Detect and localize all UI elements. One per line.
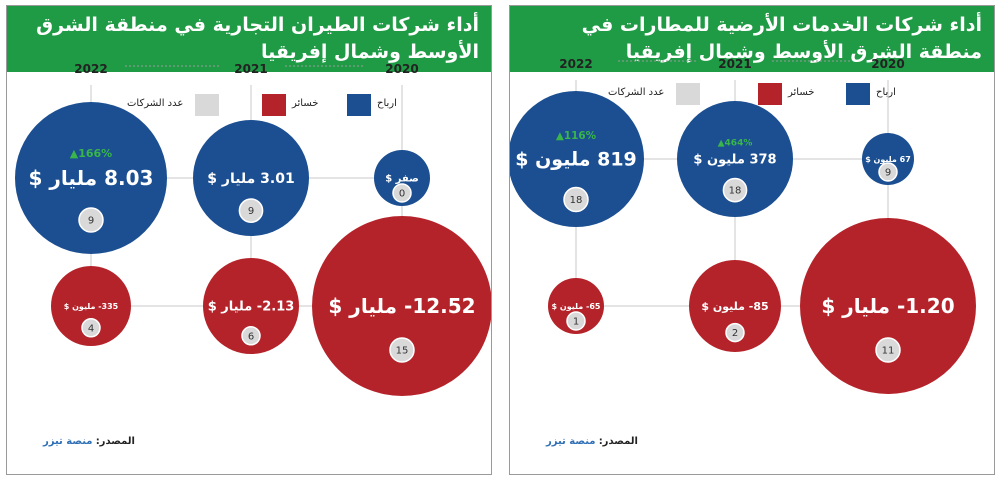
airlines-panel-title: أداء شركات الطيران التجارية في منطقة الش… [7, 6, 491, 72]
profit-label: 67 مليون $ [865, 155, 911, 164]
growth-label: ▲116% [556, 130, 597, 142]
legend-losses-label: خسائر [788, 87, 815, 98]
source-value[interactable]: منصة تيزر [43, 436, 93, 447]
companies-count-label: 2 [732, 328, 738, 339]
profit-bubble [193, 120, 309, 236]
companies-count-label: 15 [396, 346, 409, 357]
loss-bubble [312, 216, 491, 396]
loss-label: 335- مليون $ [64, 302, 119, 311]
profit-label: 3.01 مليار $ [207, 171, 294, 187]
profit-bubble [15, 102, 167, 254]
year-label: 2021 [718, 57, 751, 71]
companies-count-badge [875, 337, 901, 363]
companies-count-badge [566, 311, 586, 331]
loss-bubble [51, 266, 131, 346]
legend-losses-swatch [262, 94, 286, 116]
legend-profits-label: ارباح [876, 87, 896, 98]
companies-count-badge [78, 207, 104, 233]
legend-profits-swatch [347, 94, 371, 116]
loss-label: 85- مليون $ [701, 300, 768, 313]
profit-bubble [374, 150, 430, 206]
companies-count-label: 9 [248, 206, 254, 217]
legend-companies-swatch [195, 94, 219, 116]
loss-label: 1.20- مليار $ [821, 294, 954, 318]
airlines-bubble-chart: 2020 2021 2022 صفر $ 0 3.01 مليار $ 9 8.03 مليا… [15, 62, 491, 396]
profit-label: 8.03 مليار $ [29, 166, 154, 190]
companies-count-badge [563, 186, 589, 213]
profit-label: 819 مليون $ [515, 149, 637, 171]
legend-losses-label: خسائر [292, 98, 319, 109]
profit-bubble [677, 101, 793, 217]
companies-count-badge [722, 177, 748, 203]
legend-profits: ارباح [347, 94, 417, 116]
airlines-panel: أداء شركات الطيران التجارية في منطقة الش… [6, 5, 492, 475]
companies-count-badge [878, 162, 898, 182]
year-label: 2020 [385, 62, 418, 76]
companies-count-badge [238, 198, 264, 223]
profit-label: 378 مليون $ [693, 153, 776, 168]
loss-label: 12.52- مليار $ [328, 294, 475, 318]
ground-services-panel-title: أداء شركات الخدمات الأرضية للمطارات في م… [510, 6, 994, 72]
companies-count-label: 4 [88, 323, 94, 334]
companies-count-badge [241, 326, 261, 346]
legend-profits: ارباح [846, 83, 916, 105]
ground-services-panel: أداء شركات الخدمات الأرضية للمطارات في م… [509, 5, 995, 475]
bubble-group: 2020 2021 2022 صفر $ 0 3.01 مليار $ 9 8.03 مليا… [15, 62, 491, 396]
companies-count-label: 9 [885, 168, 891, 179]
legend-companies: عدد الشركات [608, 83, 718, 105]
companies-count-label: 1 [573, 317, 579, 328]
profit-bubble [862, 133, 914, 185]
companies-count-label: 18 [570, 195, 583, 206]
loss-bubble [689, 260, 781, 352]
growth-label: ▲464% [718, 138, 753, 148]
legend-companies-label: عدد الشركات [127, 98, 184, 109]
year-label: 2022 [559, 57, 592, 71]
year-label: 2020 [871, 57, 904, 71]
source-value[interactable]: منصة تيزر [546, 436, 596, 447]
legend-losses: خسائر [758, 83, 838, 105]
companies-count-badge [81, 318, 101, 338]
airlines-source: المصدر: منصة تيزر [43, 436, 135, 447]
legend-losses-swatch [758, 83, 782, 105]
growth-label: ▲166% [70, 147, 112, 160]
year-label: 2022 [74, 62, 107, 76]
source-label: المصدر: [95, 436, 135, 447]
loss-bubble [800, 218, 976, 394]
source-label: المصدر: [598, 436, 638, 447]
profit-bubble [510, 91, 644, 227]
loss-label: 2.13- مليار $ [208, 300, 295, 315]
legend-companies: عدد الشركات [127, 94, 237, 116]
companies-count-label: 18 [729, 186, 742, 197]
companies-count-badge [392, 183, 412, 203]
year-label: 2021 [234, 62, 267, 76]
legend-companies-swatch [676, 83, 700, 105]
legend-companies-label: عدد الشركات [608, 87, 665, 98]
companies-count-label: 11 [882, 346, 895, 357]
companies-count-badge [725, 322, 745, 343]
loss-bubble [548, 278, 604, 334]
loss-bubble [203, 258, 299, 354]
legend-losses: خسائر [262, 94, 342, 116]
profit-label: صفر $ [385, 174, 419, 185]
ground-services-source: المصدر: منصة تيزر [546, 436, 638, 447]
legend-profits-swatch [846, 83, 870, 105]
bubble-group: 2020 2021 2022 67 مليون $ 9 378 مليون $ ▲464% 1… [510, 57, 976, 394]
companies-count-label: 0 [399, 189, 405, 200]
legend-profits-label: ارباح [377, 98, 397, 109]
companies-count-badge [389, 337, 415, 363]
loss-label: 65- مليون $ [552, 302, 601, 311]
companies-count-label: 9 [88, 216, 94, 227]
companies-count-label: 6 [248, 331, 254, 342]
ground-services-bubble-chart: 2020 2021 2022 67 مليون $ 9 378 مليون $ ▲464% 1… [510, 57, 976, 394]
